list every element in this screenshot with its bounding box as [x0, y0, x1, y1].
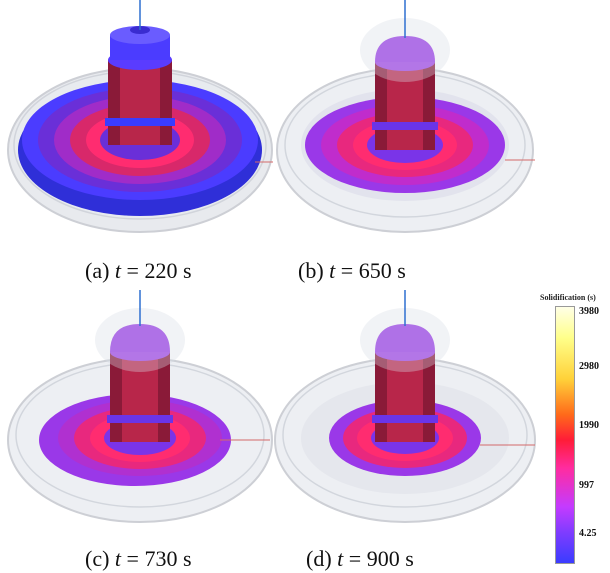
legend-tick-max: 3980 — [579, 306, 599, 317]
panel-d — [270, 290, 540, 530]
legend-colorbar — [555, 306, 575, 564]
solidification-render-d — [274, 290, 536, 523]
legend-title: Solidification (s) — [540, 293, 596, 302]
caption-c: (c) t = 730 s — [85, 546, 192, 571]
solidification-render-b — [276, 0, 535, 233]
solidification-render-a — [7, 0, 273, 233]
panel-a — [5, 0, 275, 240]
legend-tick-min: 4.25 — [579, 528, 597, 539]
legend-tick-997: 997 — [579, 480, 594, 491]
solidification-render-c — [7, 290, 273, 523]
legend-tick-1990: 1990 — [579, 420, 599, 431]
legend-tick-2980: 2980 — [579, 361, 599, 372]
caption-d: (d) t = 900 s — [306, 546, 414, 571]
panel-c — [5, 290, 275, 530]
caption-b: (b) t = 650 s — [298, 258, 406, 283]
panel-b — [270, 0, 540, 240]
caption-a: (a) t = 220 s — [85, 258, 192, 283]
